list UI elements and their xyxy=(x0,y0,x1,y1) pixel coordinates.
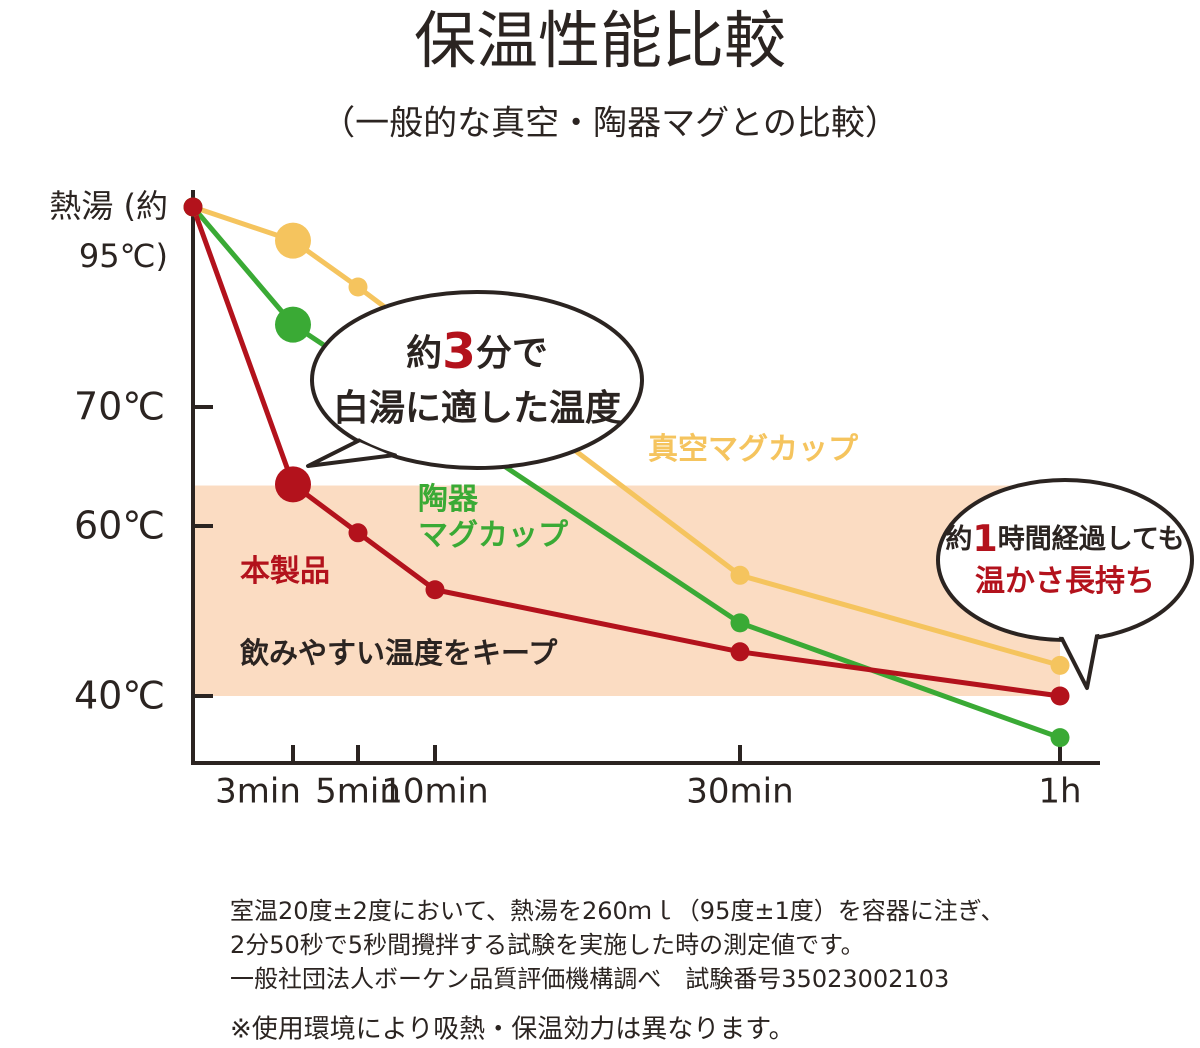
footnote: ※使用環境により吸熱・保温効力は異なります。 xyxy=(230,1015,795,1045)
data-point xyxy=(730,642,750,662)
x-tick-label: 5min xyxy=(315,772,401,812)
y-tick-label: 70℃ xyxy=(74,385,165,429)
x-tick-label: 3min xyxy=(215,772,301,812)
footnote: 一般社団法人ボーケン品質評価機構調べ 試験番号35023002103 xyxy=(230,965,949,993)
chart-subtitle: （一般的な真空・陶器マグとの比較） xyxy=(321,104,899,144)
x-tick-label: 1h xyxy=(1038,772,1081,812)
data-point xyxy=(1050,728,1070,748)
y-tick-label: 40℃ xyxy=(74,674,165,718)
band-label: 飲みやすい温度をキープ xyxy=(240,636,558,670)
series-label: 陶器 マグカップ xyxy=(418,482,568,553)
callout-text: 白湯に適した温度 xyxy=(333,388,621,429)
data-point xyxy=(183,197,203,217)
chart-title: 保温性能比較 xyxy=(414,4,786,77)
callout-text-part: 分で xyxy=(476,333,548,374)
footnote: 2分50秒で5秒間攪拌する試験を実施した時の測定値です。 xyxy=(230,931,865,959)
callout-text: 約1時間経過しても xyxy=(945,517,1184,560)
y-tick-label: 60℃ xyxy=(74,504,165,548)
data-point xyxy=(348,523,368,543)
data-point xyxy=(425,580,445,600)
footnote: 室温20度±2度において、熱湯を260ｍｌ（95度±1度）を容器に注ぎ、 xyxy=(230,897,1005,925)
callout-text-part: 1 xyxy=(972,517,997,560)
data-point xyxy=(1050,686,1070,706)
callout-text-part: 3 xyxy=(442,324,476,380)
callout-tail xyxy=(306,438,397,468)
data-point xyxy=(730,565,750,585)
callout-cover xyxy=(941,483,1189,637)
callout-text-part: 時間経過しても xyxy=(998,523,1185,555)
callout-cover xyxy=(315,295,639,465)
callout-text: 約3分で xyxy=(406,324,548,380)
data-point xyxy=(348,277,368,297)
data-point xyxy=(1050,655,1070,675)
x-tick-label: 10min xyxy=(381,772,488,812)
y-tick-label: 熱湯 (約95℃) xyxy=(49,187,168,275)
data-point xyxy=(275,222,311,259)
series-line xyxy=(190,206,1061,699)
series-label: 真空マグカップ xyxy=(648,432,858,467)
callout-text-part: 約 xyxy=(945,523,972,555)
x-tick-label: 30min xyxy=(686,772,793,812)
callout-text-part: 白湯に適した温度 xyxy=(333,388,621,429)
data-point xyxy=(275,466,311,503)
callout-text: 温かさ長持ち xyxy=(975,564,1155,599)
callout-text-part: 約 xyxy=(406,333,442,374)
data-point xyxy=(275,306,311,343)
data-point xyxy=(730,613,750,633)
series-label: 本製品 xyxy=(240,554,330,589)
callout-text-part: 温かさ長持ち xyxy=(975,564,1155,599)
